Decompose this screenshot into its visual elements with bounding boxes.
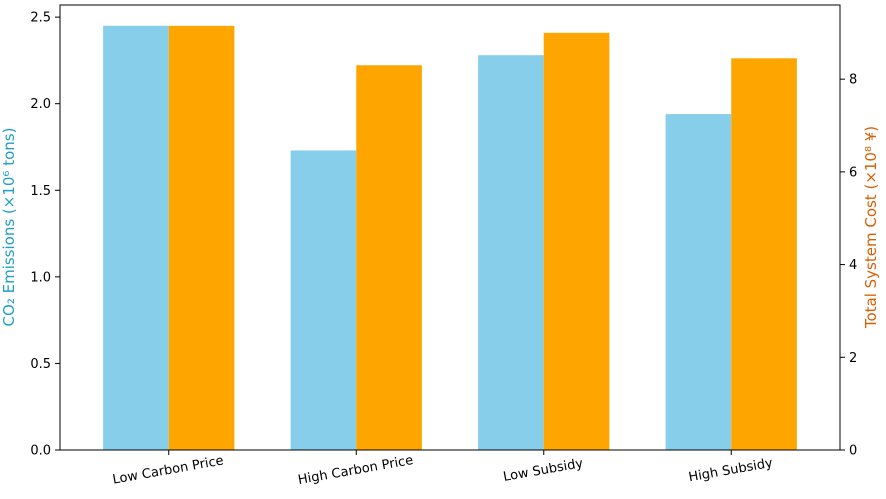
left-tick-label-5: 2.5 <box>30 11 51 26</box>
left-tick-label-4: 2.0 <box>30 97 51 112</box>
bar-right-0 <box>168 25 235 450</box>
x-tick-label-3: High Subsidy <box>687 456 774 486</box>
left-y-axis: 0.0 0.5 1.0 1.5 2.0 2.5 <box>30 11 60 459</box>
left-tick-label-1: 0.5 <box>30 357 51 372</box>
right-tick-label-0: 0 <box>849 444 857 459</box>
bar-right-1 <box>356 65 422 451</box>
x-tick-label-1: High Carbon Price <box>297 453 415 488</box>
right-tick-label-3: 6 <box>849 165 857 180</box>
bar-right-2 <box>543 32 610 450</box>
left-tick-label-0: 0.0 <box>30 444 51 459</box>
bar-right-3 <box>731 58 797 451</box>
right-tick-label-4: 8 <box>849 73 857 88</box>
x-tick-label-2: Low Subsidy <box>502 456 584 485</box>
plot-frame <box>59 4 841 451</box>
x-tick-label-0: Low Carbon Price <box>111 453 224 487</box>
right-y-axis: 0 2 4 6 8 <box>840 73 857 459</box>
left-tick-label-2: 1.0 <box>30 270 51 285</box>
bar-left-3 <box>665 114 732 450</box>
bars-group <box>103 25 797 451</box>
y-axis-right-title: Total System Cost (×10⁸ ¥) <box>862 126 880 329</box>
right-tick-label-1: 2 <box>849 351 857 366</box>
y-axis-left-title: CO₂ Emissions (×10⁶ tons) <box>0 128 18 327</box>
bar-left-2 <box>478 55 544 450</box>
right-tick-label-2: 4 <box>849 258 857 273</box>
bar-left-0 <box>103 25 169 451</box>
x-axis: Low Carbon Price High Carbon Price Low Sub… <box>111 450 774 488</box>
bar-left-1 <box>290 150 357 451</box>
left-tick-label-3: 1.5 <box>30 184 51 199</box>
